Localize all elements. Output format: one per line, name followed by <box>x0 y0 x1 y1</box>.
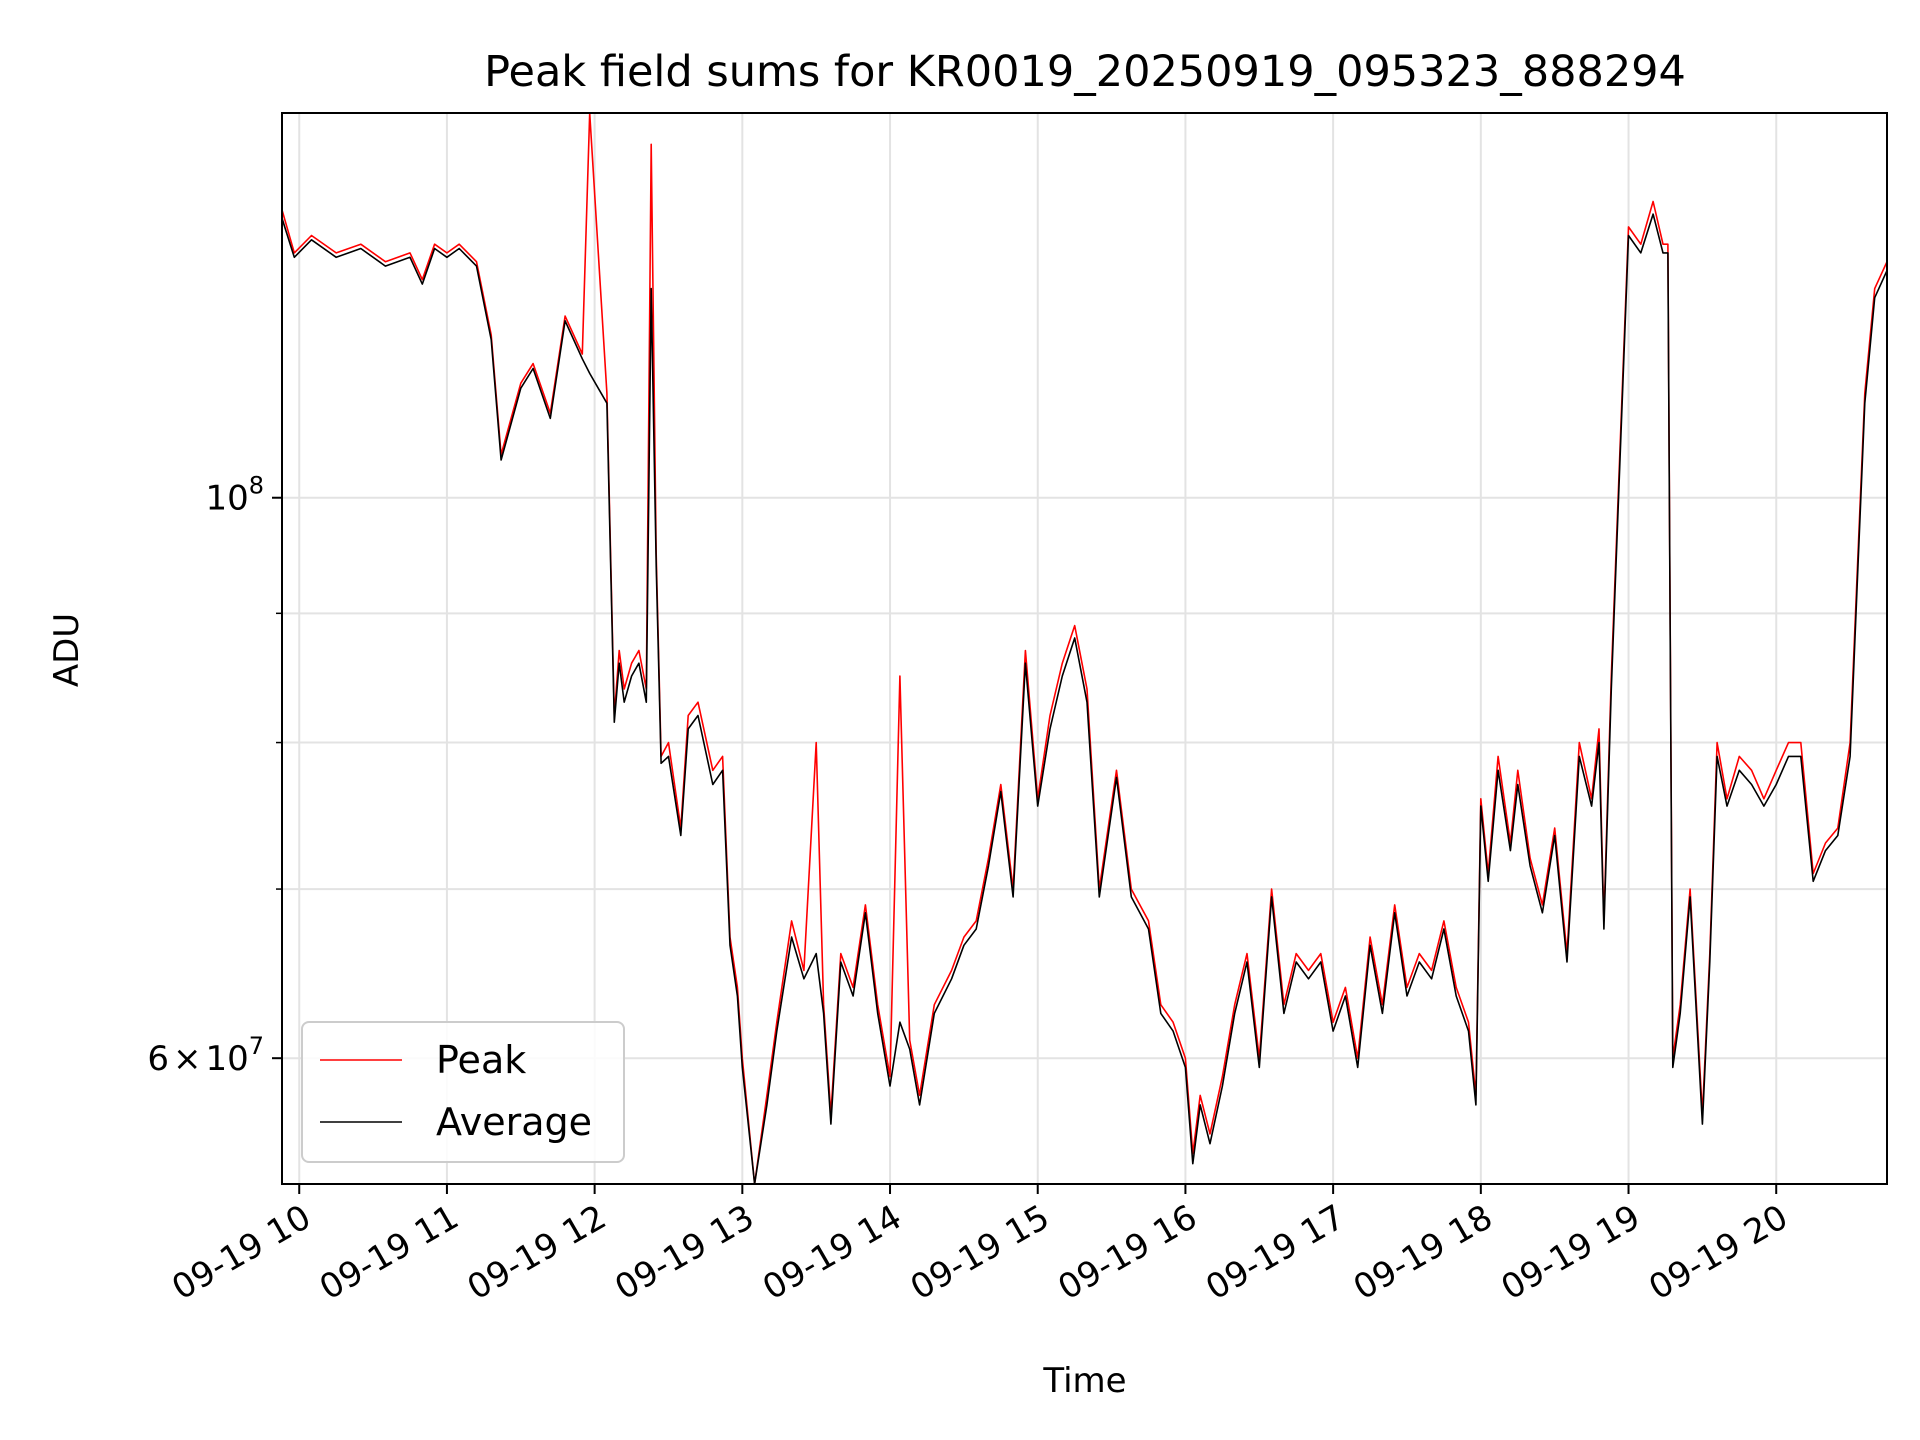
y-axis-label: ADU <box>47 613 87 687</box>
y-tick-label: 108 <box>205 472 264 519</box>
series-line-peak <box>282 113 1887 1184</box>
y-tick-label: 6 × 107 <box>147 1032 264 1079</box>
series-line-average <box>282 213 1887 1184</box>
series-layer <box>282 113 1887 1184</box>
legend-label-average: Average <box>436 1100 592 1144</box>
x-axis-label: Time <box>1042 1361 1126 1401</box>
chart-title: Peak field sums for KR0019_20250919_0953… <box>484 47 1686 97</box>
plot-frame <box>281 112 1888 1185</box>
gridlines <box>282 113 1887 1184</box>
legend: Peak Average <box>301 1021 625 1163</box>
legend-label-peak: Peak <box>436 1038 526 1082</box>
legend-box <box>301 1021 625 1163</box>
y-axis: 108 6 × 107 <box>147 472 282 1079</box>
